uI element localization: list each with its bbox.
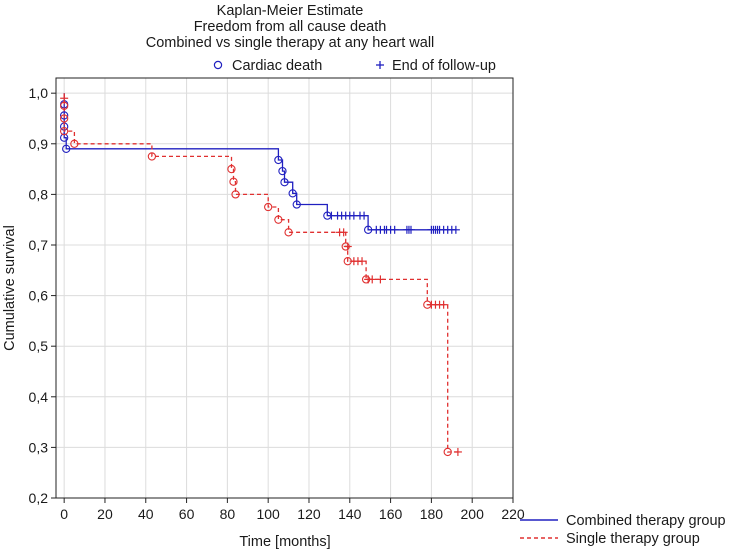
censor-marker xyxy=(390,225,399,234)
y-tick-label: 0,8 xyxy=(29,186,49,202)
event-marker xyxy=(231,190,240,199)
y-tick-label: 0,9 xyxy=(29,136,49,152)
event-marker xyxy=(284,228,293,237)
event-marker xyxy=(443,447,452,457)
x-axis-label: Time [months] xyxy=(239,534,330,550)
series-combined-therapy xyxy=(60,93,460,234)
x-tick-label: 200 xyxy=(461,506,485,522)
x-tick-label: 80 xyxy=(220,506,236,522)
event-marker xyxy=(229,177,238,186)
title-line-3: Combined vs single therapy at any heart … xyxy=(146,35,435,51)
censor-marker xyxy=(406,225,415,234)
y-axis-label: Cumulative survival xyxy=(2,225,18,351)
censor-marker xyxy=(376,275,385,284)
x-tick-label: 20 xyxy=(97,506,113,522)
x-tick-label: 60 xyxy=(179,506,195,522)
y-tick-label: 0,5 xyxy=(29,338,49,354)
censor-marker xyxy=(360,211,369,220)
cardiac-death-legend-marker xyxy=(213,60,223,70)
title-line-1: Kaplan-Meier Estimate xyxy=(217,3,364,19)
censor-marker xyxy=(358,257,367,266)
event-marker xyxy=(60,114,69,123)
single-therapy-legend-label: Single therapy group xyxy=(566,531,700,547)
x-axis: 0 20 40 60 80 100 120 140 160 180 200 220 xyxy=(60,498,525,522)
y-tick-label: 0,6 xyxy=(29,288,49,304)
event-marker xyxy=(264,202,273,212)
event-marker xyxy=(278,166,287,176)
y-tick-label: 0,4 xyxy=(29,389,49,405)
event-marker xyxy=(274,215,283,224)
survival-curve xyxy=(63,93,458,453)
event-marker xyxy=(60,133,69,142)
end-of-follow-up-legend-label: End of follow-up xyxy=(392,58,496,74)
event-marker xyxy=(60,111,69,120)
censor-marker xyxy=(439,300,448,309)
censor-marker xyxy=(368,275,377,284)
x-tick-label: 140 xyxy=(338,506,362,522)
x-tick-label: 0 xyxy=(60,506,68,522)
event-marker xyxy=(227,164,236,174)
y-tick-label: 0,3 xyxy=(29,439,49,455)
x-tick-label: 160 xyxy=(379,506,403,522)
x-tick-label: 220 xyxy=(501,506,525,522)
y-tick-label: 1,0 xyxy=(29,85,49,101)
chart-title: Kaplan-Meier Estimate Freedom from all c… xyxy=(146,3,435,51)
marker-legend: Cardiac death End of follow-up xyxy=(213,58,496,74)
event-marker xyxy=(70,139,79,148)
censor-marker xyxy=(339,228,348,237)
censor-marker xyxy=(451,225,460,234)
event-marker xyxy=(62,144,71,153)
event-marker xyxy=(288,189,297,198)
event-marker xyxy=(147,152,157,161)
y-tick-label: 0,2 xyxy=(29,490,49,506)
series-single-therapy xyxy=(60,93,462,457)
cardiac-death-legend-label: Cardiac death xyxy=(232,58,322,74)
series-legend: Combined therapy group Single therapy gr… xyxy=(520,513,726,547)
title-line-2: Freedom from all cause death xyxy=(194,19,387,35)
censor-marker xyxy=(343,242,352,251)
event-marker xyxy=(292,200,301,209)
x-tick-label: 180 xyxy=(420,506,444,522)
event-marker xyxy=(274,155,283,165)
survival-curve xyxy=(63,93,456,231)
event-marker xyxy=(280,178,289,187)
censor-marker xyxy=(60,94,69,103)
x-tick-label: 120 xyxy=(297,506,321,522)
series-layer xyxy=(60,93,462,457)
combined-therapy-legend-label: Combined therapy group xyxy=(566,513,726,529)
event-marker xyxy=(60,126,69,136)
grid-lines xyxy=(56,78,514,499)
end-of-follow-up-legend-marker xyxy=(376,61,384,69)
y-axis: 0,2 0,3 0,4 0,5 0,6 0,7 0,8 0,9 1,0 xyxy=(29,85,56,506)
x-tick-label: 100 xyxy=(256,506,280,522)
plot-area xyxy=(55,77,514,499)
event-marker xyxy=(363,225,373,234)
censor-marker xyxy=(453,447,462,456)
x-tick-label: 40 xyxy=(138,506,154,522)
y-tick-label: 0,7 xyxy=(29,237,49,253)
